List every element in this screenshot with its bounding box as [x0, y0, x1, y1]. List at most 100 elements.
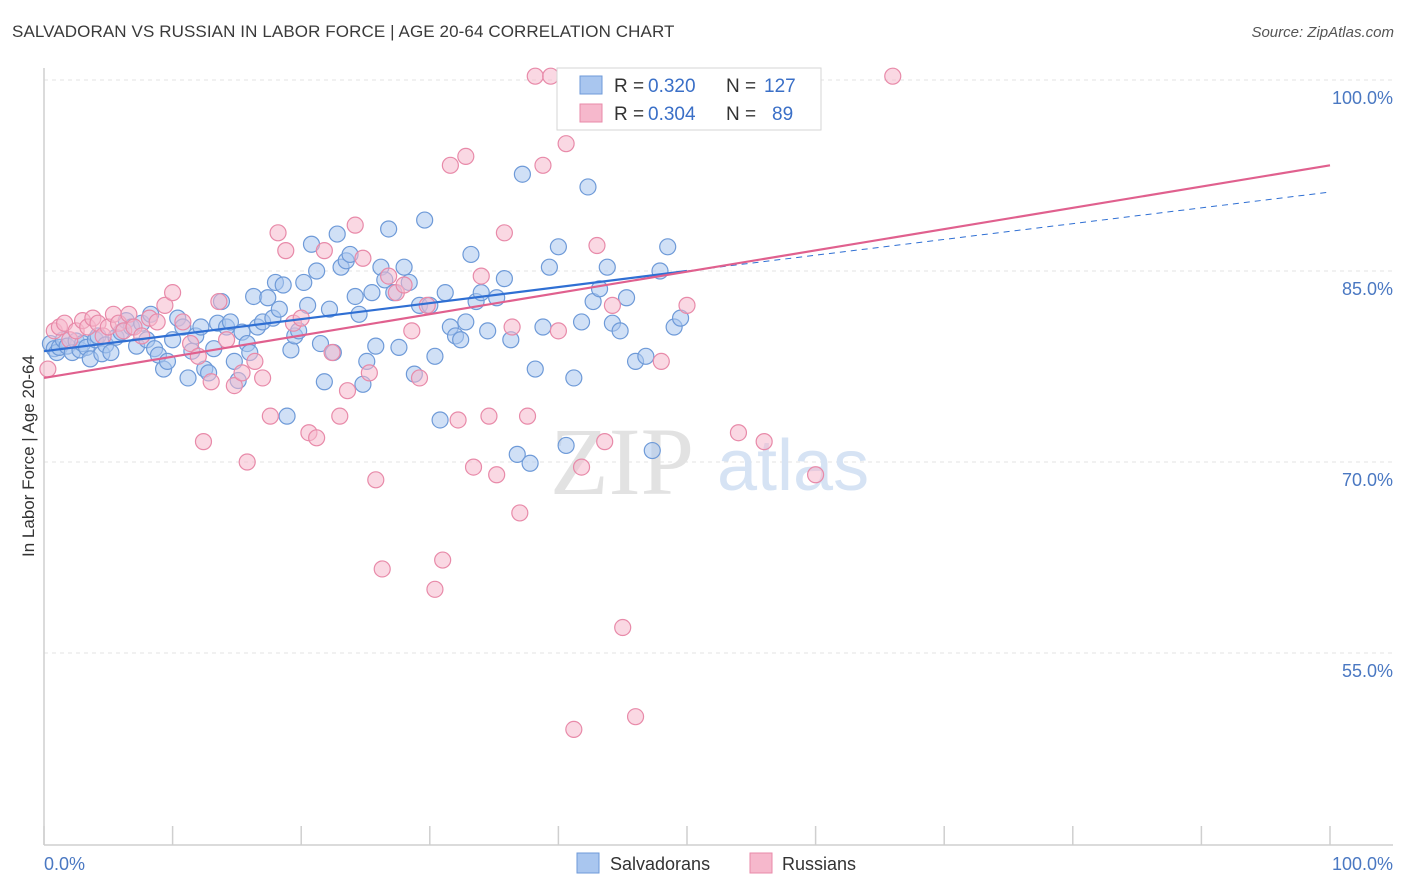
legend-r-value-salvadorans: 0.320: [648, 76, 696, 97]
russian-point: [729, 424, 748, 442]
chart-title: SALVADORAN VS RUSSIAN IN LABOR FORCE | A…: [12, 22, 675, 41]
russian-point: [254, 369, 272, 387]
salvadoran-point: [102, 343, 120, 362]
russian-point: [210, 292, 228, 311]
salvadoran-point: [457, 313, 475, 331]
russians-trend-line: [43, 164, 1331, 380]
russian-point: [367, 471, 385, 489]
salvadoran-point: [462, 245, 480, 264]
russian-point: [495, 224, 513, 242]
russian-point: [360, 364, 378, 382]
russian-point: [174, 313, 192, 331]
salvadoran-point: [513, 165, 531, 183]
salvadoran-point: [534, 318, 552, 336]
russian-point: [395, 276, 413, 294]
russian-point: [418, 296, 436, 314]
salvadoran-point: [637, 347, 655, 365]
russian-point: [39, 360, 57, 378]
x-tick-label-max: 100.0%: [1332, 854, 1393, 874]
salvadoran-point: [346, 287, 364, 306]
russian-point: [441, 156, 459, 174]
y-tick-label: 55.0%: [1342, 661, 1393, 681]
russian-point: [426, 580, 444, 598]
russian-point: [572, 458, 591, 476]
salvadoran-point: [643, 441, 661, 460]
salvadoran-point: [452, 331, 470, 349]
salvadoran-point: [557, 436, 575, 455]
legend-swatch-russians: [579, 103, 603, 123]
russian-point: [246, 352, 264, 371]
russian-point: [202, 373, 220, 391]
russian-point: [225, 377, 243, 395]
salvadoran-point: [308, 262, 326, 280]
russian-point: [218, 331, 236, 349]
salvadoran-point: [278, 407, 296, 425]
russian-point: [315, 242, 333, 260]
y-tick-label: 70.0%: [1342, 470, 1393, 490]
legend-n-value-salvadorans: 127: [764, 76, 796, 97]
salvadoran-point: [367, 337, 385, 355]
salvadoran-point: [363, 284, 381, 302]
salvadoran-point: [270, 300, 288, 318]
russian-point: [380, 267, 398, 285]
salvadoran-point: [390, 338, 408, 356]
russian-point: [410, 369, 429, 387]
salvadoran-point: [311, 334, 330, 353]
russian-point: [331, 407, 349, 425]
russian-point: [626, 708, 645, 726]
salvadoran-point: [617, 289, 636, 307]
salvadoran-point: [221, 313, 240, 331]
russian-point: [182, 334, 200, 353]
salvadoran-point: [526, 360, 544, 378]
salvadoran-point: [579, 178, 597, 196]
salvadoran-point: [426, 347, 444, 365]
legend-n-label-russians: N =: [726, 104, 756, 125]
salvadoran-point: [540, 258, 558, 276]
russian-point: [233, 364, 251, 382]
salvadoran-point: [259, 289, 277, 307]
russian-point: [614, 618, 632, 637]
russian-point: [308, 429, 326, 447]
salvadoran-point: [565, 369, 583, 387]
bottom-legend-label-russians: Russians: [782, 854, 856, 874]
russian-point: [549, 322, 568, 340]
legend-r-label-russians: R =: [614, 104, 644, 125]
salvadoran-point: [274, 276, 292, 294]
russian-point: [164, 284, 182, 302]
russian-point: [534, 156, 552, 174]
russians-points: [39, 67, 902, 739]
russian-point: [354, 249, 372, 267]
salvadoran-point: [495, 270, 513, 288]
russian-point: [464, 458, 483, 476]
russian-point: [596, 433, 614, 451]
russian-point: [518, 407, 537, 425]
salvadoran-point: [320, 300, 339, 318]
bottom-legend-swatch-salvadorans: [576, 852, 600, 874]
legend-r-value-russians: 0.304: [648, 104, 696, 125]
russian-point: [488, 466, 506, 484]
russian-point: [480, 407, 498, 425]
salvadoran-point: [436, 284, 454, 302]
x-tick-label-min: 0.0%: [44, 854, 85, 874]
russian-point: [148, 313, 166, 331]
salvadoran-point: [315, 373, 333, 391]
russian-point: [755, 433, 773, 451]
x-axis-ticks: [43, 826, 1331, 845]
legend-n-value-russians: 89: [772, 104, 793, 125]
russian-point: [472, 267, 490, 285]
bottom-legend-swatch-russians: [749, 852, 773, 874]
legend-r-label-salvadorans: R =: [614, 76, 644, 97]
salvadoran-point: [179, 369, 197, 387]
y-tick-label: 100.0%: [1332, 88, 1393, 108]
russian-point: [373, 560, 391, 578]
legend-swatch-salvadorans: [579, 75, 603, 95]
russian-point: [526, 67, 544, 85]
salvadorans-trend-extension: [686, 191, 1331, 272]
russian-point: [277, 242, 295, 260]
trend-lines: [43, 164, 1331, 380]
salvadoran-point: [350, 305, 368, 323]
bottom-legend-label-salvadorans: Salvadorans: [610, 854, 710, 874]
russian-point: [511, 504, 529, 522]
salvadoran-point: [395, 258, 413, 276]
russian-point: [503, 318, 521, 336]
